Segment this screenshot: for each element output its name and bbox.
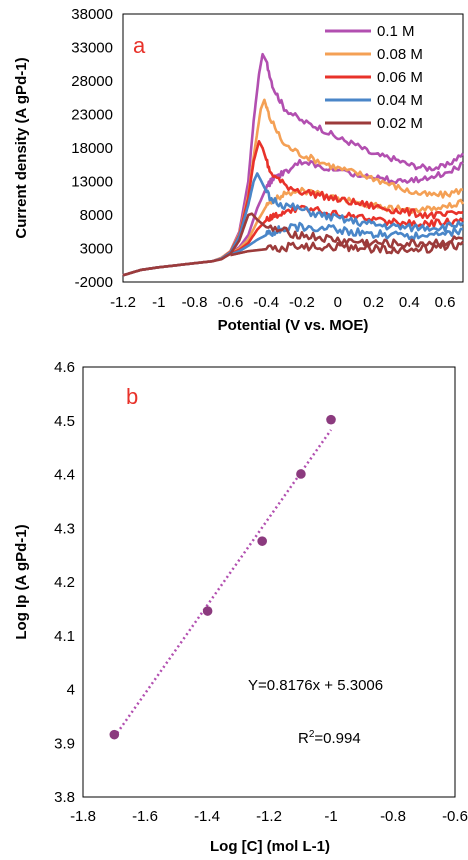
chart-b: -1.8 -1.6 -1.4 -1.2 -1 -0.8 -0.6 3.8 3.9 4 4.1 4.2… <box>13 359 468 855</box>
x-tick-label: -1 <box>324 808 337 825</box>
data-point <box>202 606 213 616</box>
data-point <box>326 414 336 425</box>
chart-b-r-squared: R2=0.994 <box>298 729 361 747</box>
y-tick-label: 4.3 <box>54 520 75 537</box>
series-line-5-forward <box>122 212 464 277</box>
chart-b-equation: Y=0.8176x + 5.3006 <box>248 677 383 694</box>
chart-a-x-axis-title-text: Potential (V vs. MOE) <box>218 317 369 334</box>
data-point <box>296 469 306 479</box>
chart-a-legend: 0.1 M 0.08 M 0.06 M 0.04 M 0.02 M <box>325 23 423 132</box>
x-tick-label: 0 <box>334 294 342 311</box>
chart-a-x-ticks: -1.2 -1 -0.8 -0.6 -0.4 -0.2 0 0.2 0.4 0.6 <box>110 294 455 311</box>
chart-b-plot-frame <box>82 366 456 798</box>
chart-a-x-axis-title: Potential (V vs. MOE) <box>218 317 369 334</box>
y-tick-label: 38000 <box>71 6 113 23</box>
chart-b-y-axis-title: Log Ip (A gPd-1) <box>13 524 30 639</box>
series-line-4-reverse <box>229 221 464 256</box>
chart-b-x-axis-title: Log [C] (mol L-1) <box>210 838 330 855</box>
y-tick-label: 4 <box>67 682 75 699</box>
chart-a: -1.2 -1 -0.8 -0.6 -0.4 -0.2 0 0.2 0.4 0.6 -2000 30… <box>13 6 465 334</box>
y-tick-label: 3.9 <box>54 735 75 752</box>
x-tick-label: -1.2 <box>110 294 136 311</box>
y-tick-label: 4.6 <box>54 359 75 376</box>
x-tick-label: -0.8 <box>182 294 208 311</box>
y-tick-label: 8000 <box>80 207 113 224</box>
y-tick-label: 13000 <box>71 174 113 191</box>
legend-label: 0.04 M <box>377 92 423 109</box>
x-tick-label: -1 <box>152 294 165 311</box>
chart-a-series-group <box>122 52 465 277</box>
x-tick-label: 0.2 <box>363 294 384 311</box>
chart-a-plot-frame <box>122 13 464 283</box>
y-tick-label: 28000 <box>71 73 113 90</box>
x-tick-label: -0.6 <box>217 294 243 311</box>
x-tick-label: 0.4 <box>399 294 420 311</box>
x-tick-label: -1.6 <box>132 808 158 825</box>
chart-b-y-ticks: 3.8 3.9 4 4.1 4.2 4.3 4.4 4.5 4.6 <box>54 359 75 806</box>
y-tick-label: 33000 <box>71 40 113 57</box>
y-tick-label: 4.5 <box>54 413 75 430</box>
y-tick-label: 4.2 <box>54 574 75 591</box>
y-tick-label: 23000 <box>71 107 113 124</box>
chart-b-x-axis-title-text: Log [C] (mol L-1) <box>210 838 330 855</box>
chart-b-x-ticks: -1.8 -1.6 -1.4 -1.2 -1 -0.8 -0.6 <box>70 808 468 825</box>
y-tick-label: 3.8 <box>54 789 75 806</box>
data-point <box>109 729 120 740</box>
y-tick-label: -2000 <box>75 274 113 291</box>
chart-b-y-axis-title-text: Log Ip (A gPd-1) <box>13 524 30 639</box>
data-point <box>257 536 267 546</box>
chart-b-r-squared-value: =0.994 <box>314 730 360 747</box>
x-tick-label: -0.8 <box>380 808 406 825</box>
legend-label: 0.08 M <box>377 46 423 63</box>
x-tick-label: 0.6 <box>435 294 456 311</box>
legend-label: 0.1 M <box>377 23 415 40</box>
chart-b-r-squared-sup: 2 <box>309 729 315 740</box>
legend-label: 0.06 M <box>377 69 423 86</box>
y-tick-label: 3000 <box>80 241 113 258</box>
x-tick-label: -0.6 <box>442 808 468 825</box>
chart-b-panel-label: b <box>126 384 138 409</box>
legend-label: 0.02 M <box>377 115 423 132</box>
y-tick-label: 18000 <box>71 140 113 157</box>
y-tick-label: 4.4 <box>54 467 75 484</box>
chart-a-panel-label: a <box>133 33 146 58</box>
chart-a-y-axis-title: Current density (A gPd-1) <box>13 57 30 238</box>
series-line-5-reverse <box>230 240 464 257</box>
x-tick-label: -1.8 <box>70 808 96 825</box>
chart-b-points <box>109 414 336 740</box>
x-tick-label: -0.4 <box>253 294 279 311</box>
x-tick-label: -1.4 <box>194 808 220 825</box>
chart-a-y-ticks: -2000 3000 8000 13000 18000 23000 28000 33000 38… <box>71 6 113 291</box>
x-tick-label: -1.2 <box>256 808 282 825</box>
y-tick-label: 4.1 <box>54 628 75 645</box>
chart-b-r-squared-prefix: R <box>298 730 309 747</box>
x-tick-label: -0.2 <box>289 294 315 311</box>
chart-a-y-axis-title-text: Current density (A gPd-1) <box>13 57 30 238</box>
